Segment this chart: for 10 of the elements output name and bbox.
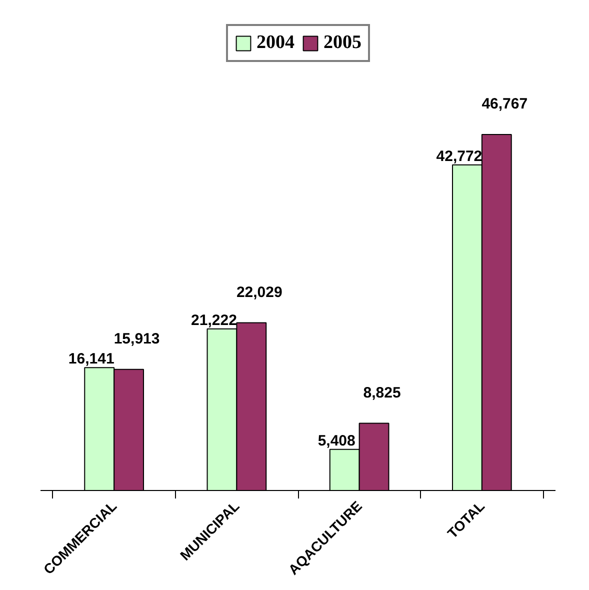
data-label: 46,767 xyxy=(482,95,528,112)
data-label: 16,141 xyxy=(68,350,114,368)
data-label: 22,029 xyxy=(236,284,282,301)
data-label: 15,913 xyxy=(114,330,160,348)
data-label: 8,825 xyxy=(363,384,401,402)
legend-label: 2004 xyxy=(256,32,294,54)
data-label: 42,772 xyxy=(436,148,482,165)
data-label: 21,222 xyxy=(191,312,237,329)
data-label: 5,408 xyxy=(318,432,356,450)
legend-label: 2005 xyxy=(324,32,362,54)
